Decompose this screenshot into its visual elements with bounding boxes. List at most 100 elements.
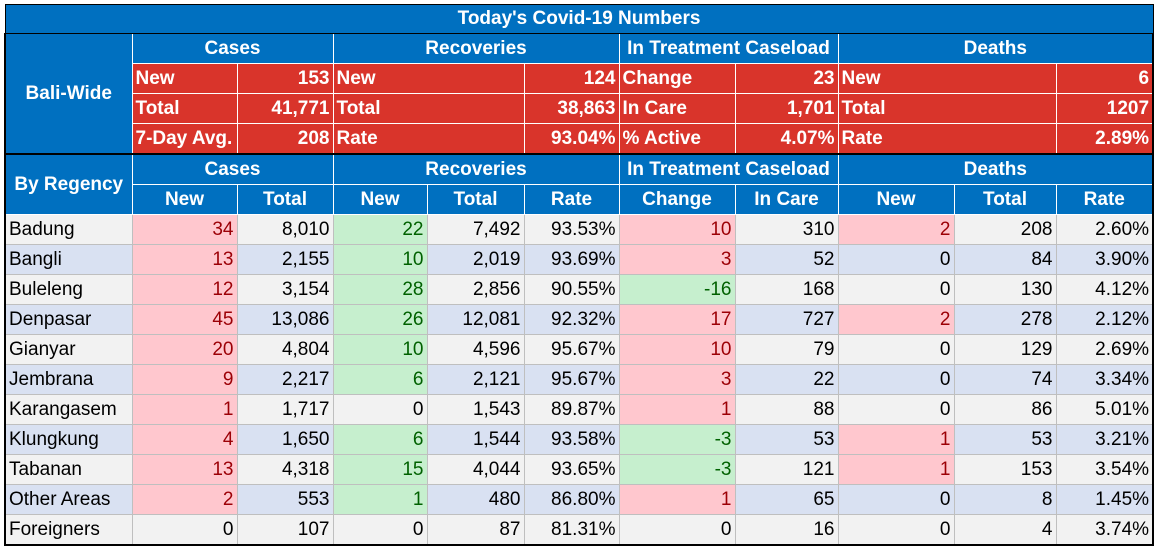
table-cell: 34 — [131, 214, 238, 245]
table-cell: 10 — [618, 334, 736, 365]
table-cell: 1 — [618, 394, 736, 425]
table-row: Buleleng 12 3,154 28 2,856 90.55% -16 168 0 130 4.… — [4, 274, 1154, 305]
table-cell: 93.53% — [523, 214, 620, 245]
table-cell: 0 — [837, 364, 955, 395]
bali-wide-metric-label: New — [332, 63, 525, 94]
bali-wide-section-header: Recoveries — [332, 33, 620, 64]
column-header: Rate — [1055, 184, 1154, 215]
table-cell: 79 — [734, 334, 839, 365]
table-cell: 130 — [953, 274, 1057, 305]
regency-name: Klungkung — [4, 424, 133, 455]
table-cell: 0 — [332, 394, 428, 425]
table-cell: 3.21% — [1055, 424, 1154, 455]
table-cell: 0 — [618, 514, 736, 546]
table-cell: 4.12% — [1055, 274, 1154, 305]
table-cell: 3.54% — [1055, 454, 1154, 485]
bali-wide-metric-value: 208 — [236, 123, 334, 155]
table-title: Today's Covid-19 Numbers — [4, 4, 1154, 34]
table-cell: 17 — [618, 304, 736, 335]
table-cell: 2.60% — [1055, 214, 1154, 245]
table-cell: 88 — [734, 394, 839, 425]
bali-wide-metric-value: 1207 — [1055, 93, 1154, 124]
table-cell: 2.12% — [1055, 304, 1154, 335]
table-cell: -3 — [618, 454, 736, 485]
table-cell: 1 — [332, 484, 428, 515]
table-cell: 1,543 — [426, 394, 525, 425]
table-cell: 28 — [332, 274, 428, 305]
column-header: Change — [618, 184, 736, 215]
table-row: Tabanan 13 4,318 15 4,044 93.65% -3 121 1 153 3.54… — [4, 454, 1154, 485]
table-row: Bangli 13 2,155 10 2,019 93.69% 3 52 0 84 3.90% — [4, 244, 1154, 275]
table-cell: 2,217 — [236, 364, 334, 395]
table-cell: 2 — [131, 484, 238, 515]
table-cell: 278 — [953, 304, 1057, 335]
column-header: Total — [953, 184, 1057, 215]
table-cell: 0 — [131, 514, 238, 546]
table-cell: 12 — [131, 274, 238, 305]
table-cell: 1 — [837, 454, 955, 485]
column-header: New — [131, 184, 238, 215]
bali-wide-section-header: Cases — [131, 33, 334, 64]
bali-wide-metric-value: 41,771 — [236, 93, 334, 124]
table-cell: 86 — [953, 394, 1057, 425]
table-cell: 92.32% — [523, 304, 620, 335]
table-cell: 1,544 — [426, 424, 525, 455]
table-cell: 0 — [837, 334, 955, 365]
bali-wide-metric-label: Rate — [332, 123, 525, 155]
table-cell: 26 — [332, 304, 428, 335]
bali-wide-metric-label: New — [837, 63, 1057, 94]
table-cell: 5.01% — [1055, 394, 1154, 425]
table-row: Denpasar 45 13,086 26 12,081 92.32% 17 727 2 278 2… — [4, 304, 1154, 335]
table-cell: 2,155 — [236, 244, 334, 275]
bali-wide-metric-value: 4.07% — [734, 123, 839, 155]
table-cell: 93.69% — [523, 244, 620, 275]
table-cell: 13 — [131, 454, 238, 485]
bali-wide-section-header: Deaths — [837, 33, 1154, 64]
table-row: Foreigners 0 107 0 87 81.31% 0 16 0 4 3.74% — [4, 514, 1154, 546]
table-cell: 168 — [734, 274, 839, 305]
table-cell: 3 — [618, 364, 736, 395]
table-cell: 45 — [131, 304, 238, 335]
table-cell: 310 — [734, 214, 839, 245]
table-cell: 4,804 — [236, 334, 334, 365]
table-cell: 7,492 — [426, 214, 525, 245]
table-cell: 93.65% — [523, 454, 620, 485]
table-cell: 2,019 — [426, 244, 525, 275]
table-cell: 12,081 — [426, 304, 525, 335]
table-cell: 86.80% — [523, 484, 620, 515]
column-header: In Care — [734, 184, 839, 215]
table-cell: 90.55% — [523, 274, 620, 305]
regency-name: Foreigners — [4, 514, 133, 546]
table-cell: 480 — [426, 484, 525, 515]
table-cell: 0 — [837, 274, 955, 305]
table-cell: 1.45% — [1055, 484, 1154, 515]
regency-section-header: In Treatment Caseload — [618, 153, 839, 185]
table-cell: 84 — [953, 244, 1057, 275]
column-header: New — [332, 184, 428, 215]
by-regency-label: By Regency — [4, 153, 133, 215]
bali-wide-metric-label: Rate — [837, 123, 1057, 155]
table-cell: 74 — [953, 364, 1057, 395]
table-cell: 13,086 — [236, 304, 334, 335]
regency-name: Other Areas — [4, 484, 133, 515]
table-cell: 10 — [332, 334, 428, 365]
table-cell: 95.67% — [523, 334, 620, 365]
column-header: Total — [426, 184, 525, 215]
table-cell: 6 — [332, 364, 428, 395]
table-cell: 1 — [837, 424, 955, 455]
regency-name: Jembrana — [4, 364, 133, 395]
regency-section-header: Recoveries — [332, 153, 620, 185]
regency-name: Bangli — [4, 244, 133, 275]
table-cell: 153 — [953, 454, 1057, 485]
table-cell: 22 — [332, 214, 428, 245]
table-cell: 10 — [332, 244, 428, 275]
regency-name: Denpasar — [4, 304, 133, 335]
table-row: Gianyar 20 4,804 10 4,596 95.67% 10 79 0 129 2.69% — [4, 334, 1154, 365]
table-cell: 727 — [734, 304, 839, 335]
table-cell: 53 — [953, 424, 1057, 455]
bali-wide-metric-value: 153 — [236, 63, 334, 94]
table-cell: 15 — [332, 454, 428, 485]
bali-wide-section-header: In Treatment Caseload — [618, 33, 839, 64]
table-cell: 2,856 — [426, 274, 525, 305]
